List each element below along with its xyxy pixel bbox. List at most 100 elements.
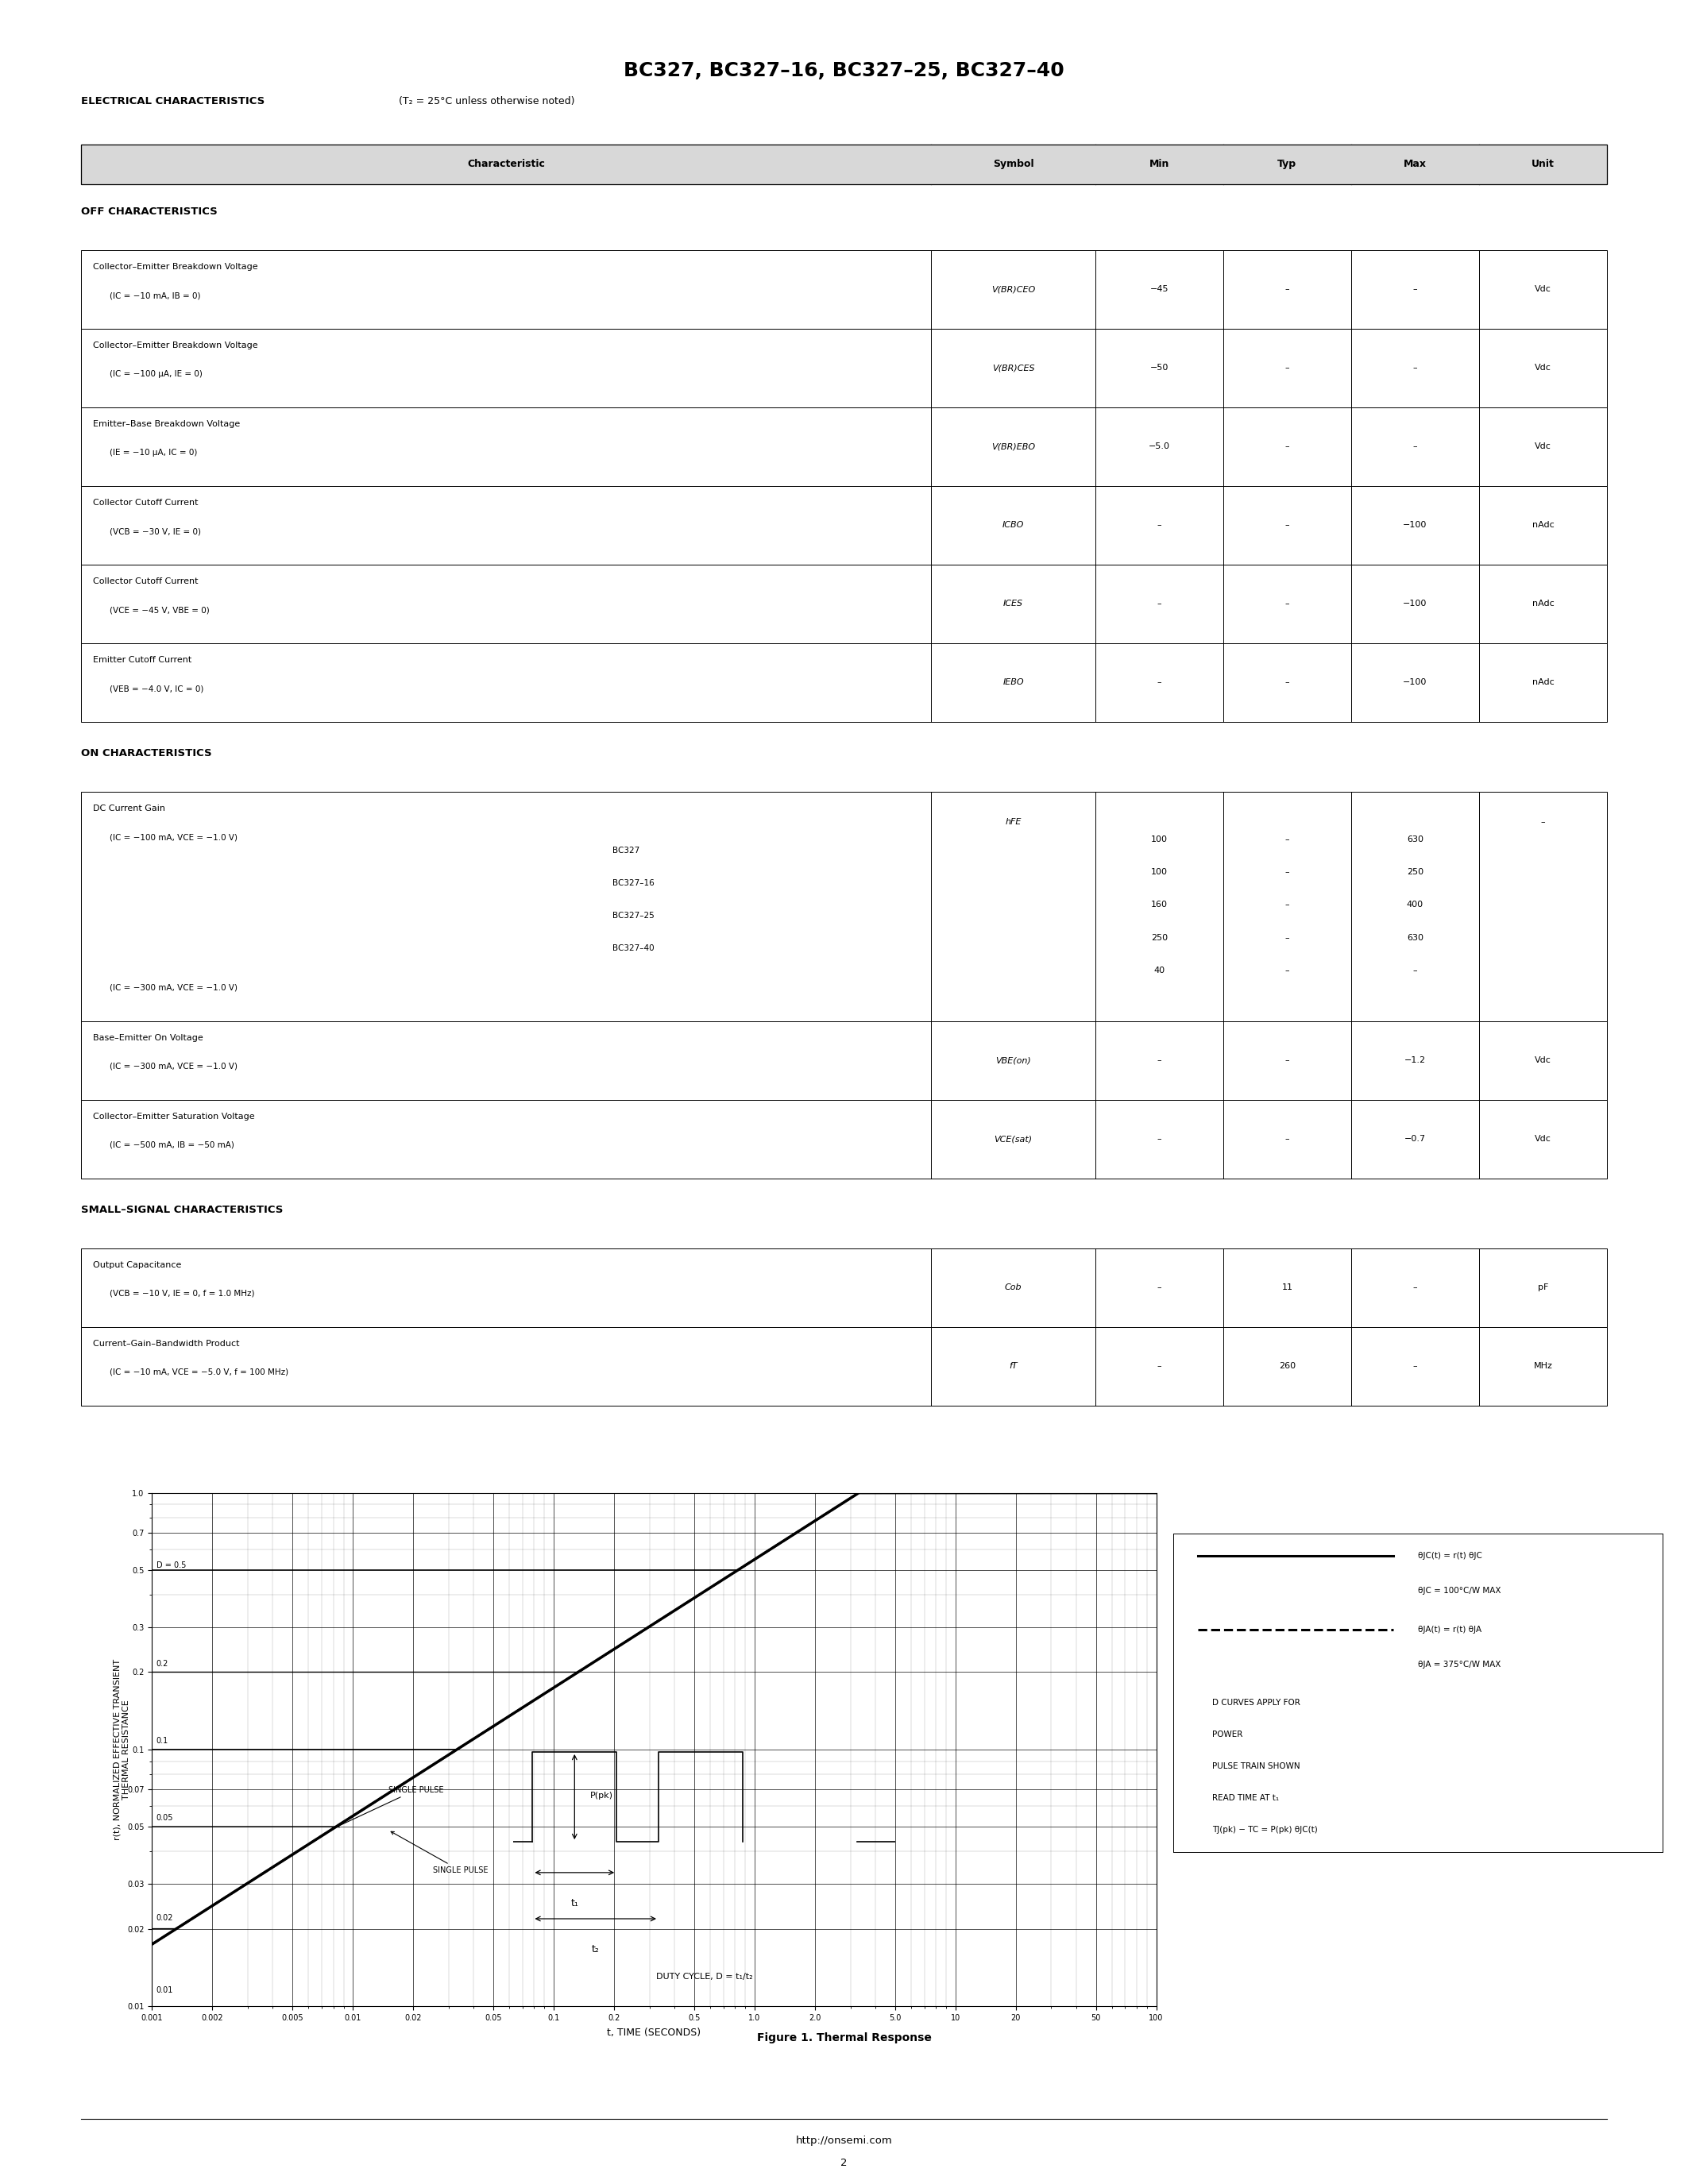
Bar [81, 330, 1607, 408]
Text: SMALL–SIGNAL CHARACTERISTICS: SMALL–SIGNAL CHARACTERISTICS [81, 1206, 284, 1214]
Text: –: – [1156, 1284, 1161, 1291]
Text: V(BR)CES: V(BR)CES [993, 365, 1035, 371]
Text: (IE = −10 μA, IC = 0): (IE = −10 μA, IC = 0) [110, 450, 197, 456]
Text: –: – [1285, 365, 1290, 371]
Text: Vdc: Vdc [1534, 1136, 1551, 1142]
Text: hFE: hFE [1004, 819, 1021, 826]
Text: Output Capacitance: Output Capacitance [93, 1262, 181, 1269]
Text: Collector–Emitter Breakdown Voltage: Collector–Emitter Breakdown Voltage [93, 264, 258, 271]
Text: (IC = −500 mA, IB = −50 mA): (IC = −500 mA, IB = −50 mA) [110, 1142, 235, 1149]
Text: Vdc: Vdc [1534, 286, 1551, 293]
Text: (IC = −100 mA, VCE = −1.0 V): (IC = −100 mA, VCE = −1.0 V) [110, 834, 238, 841]
Text: Collector–Emitter Saturation Voltage: Collector–Emitter Saturation Voltage [93, 1114, 255, 1120]
Text: 260: 260 [1280, 1363, 1295, 1369]
Text: −100: −100 [1403, 679, 1426, 686]
Text: θJC(t) = r(t) θJC: θJC(t) = r(t) θJC [1418, 1553, 1482, 1559]
Text: –: – [1156, 601, 1161, 607]
Text: θJA = 375°C/W MAX: θJA = 375°C/W MAX [1418, 1660, 1501, 1669]
Text: fT: fT [1009, 1363, 1018, 1369]
Text: SINGLE PULSE: SINGLE PULSE [392, 1832, 488, 1874]
Text: 0.02: 0.02 [157, 1913, 174, 1922]
Bar [81, 408, 1607, 487]
Text: pF: pF [1538, 1284, 1548, 1291]
Text: t₂: t₂ [591, 1944, 599, 1955]
Text: (IC = −300 mA, VCE = −1.0 V): (IC = −300 mA, VCE = −1.0 V) [110, 1064, 238, 1070]
Text: V(BR)EBO: V(BR)EBO [991, 443, 1035, 450]
Text: 0.2: 0.2 [157, 1660, 169, 1669]
Text: Vdc: Vdc [1534, 443, 1551, 450]
Text: 0.05: 0.05 [157, 1815, 174, 1821]
Text: Typ: Typ [1278, 159, 1296, 170]
Y-axis label: r(t), NORMALIZED EFFECTIVE TRANSIENT
THERMAL RESISTANCE: r(t), NORMALIZED EFFECTIVE TRANSIENT THE… [113, 1660, 130, 1839]
Text: P(pk): P(pk) [589, 1791, 613, 1800]
Text: θJC = 100°C/W MAX: θJC = 100°C/W MAX [1418, 1588, 1501, 1594]
Text: –: – [1541, 819, 1545, 826]
Text: (IC = −100 μA, IE = 0): (IC = −100 μA, IE = 0) [110, 371, 203, 378]
Text: −100: −100 [1403, 522, 1426, 529]
Text: –: – [1285, 1136, 1290, 1142]
Text: Base–Emitter On Voltage: Base–Emitter On Voltage [93, 1035, 203, 1042]
Text: –: – [1285, 286, 1290, 293]
Text: –: – [1413, 365, 1418, 371]
Text: BC327–16: BC327–16 [613, 880, 655, 887]
Text: t₁: t₁ [571, 1898, 579, 1909]
Text: –: – [1156, 1363, 1161, 1369]
Text: Symbol: Symbol [993, 159, 1033, 170]
Text: –: – [1285, 836, 1290, 843]
Bar [81, 251, 1607, 330]
Text: –: – [1285, 679, 1290, 686]
Text: 40: 40 [1153, 968, 1165, 974]
Text: BC327–25: BC327–25 [613, 913, 655, 919]
Text: (VCE = −45 V, VBE = 0): (VCE = −45 V, VBE = 0) [110, 607, 209, 614]
Text: Collector Cutoff Current: Collector Cutoff Current [93, 579, 197, 585]
Text: –: – [1285, 1057, 1290, 1064]
Bar [81, 644, 1607, 723]
Text: (T₂ = 25°C unless otherwise noted): (T₂ = 25°C unless otherwise noted) [398, 96, 574, 107]
Text: 100: 100 [1151, 869, 1168, 876]
Text: –: – [1285, 935, 1290, 941]
Text: VBE(on): VBE(on) [996, 1057, 1031, 1064]
Text: DC Current Gain: DC Current Gain [93, 806, 165, 812]
Text: ICES: ICES [1003, 601, 1023, 607]
Bar [81, 1328, 1607, 1406]
Text: –: – [1285, 902, 1290, 909]
Text: Characteristic: Characteristic [468, 159, 545, 170]
Text: 630: 630 [1406, 935, 1423, 941]
Text: MHz: MHz [1533, 1363, 1553, 1369]
Text: −1.2: −1.2 [1404, 1057, 1426, 1064]
Text: –: – [1285, 968, 1290, 974]
Bar [81, 1022, 1607, 1101]
Text: Emitter Cutoff Current: Emitter Cutoff Current [93, 657, 191, 664]
Text: −100: −100 [1403, 601, 1426, 607]
Text: VCE(sat): VCE(sat) [994, 1136, 1033, 1142]
Text: Vdc: Vdc [1534, 1057, 1551, 1064]
Text: SINGLE PULSE: SINGLE PULSE [336, 1787, 444, 1828]
Bar [81, 1101, 1607, 1179]
Text: (IC = −300 mA, VCE = −1.0 V): (IC = −300 mA, VCE = −1.0 V) [110, 985, 238, 992]
Text: 160: 160 [1151, 902, 1168, 909]
Text: –: – [1156, 679, 1161, 686]
Text: −0.7: −0.7 [1404, 1136, 1426, 1142]
Text: –: – [1156, 522, 1161, 529]
Text: Collector Cutoff Current: Collector Cutoff Current [93, 500, 197, 507]
Text: Current–Gain–Bandwidth Product: Current–Gain–Bandwidth Product [93, 1341, 240, 1348]
Text: Vdc: Vdc [1534, 365, 1551, 371]
Text: Cob: Cob [1004, 1284, 1021, 1291]
Text: −45: −45 [1150, 286, 1168, 293]
Bar [81, 793, 1607, 1022]
Text: D CURVES APPLY FOR: D CURVES APPLY FOR [1212, 1699, 1300, 1706]
Text: ICBO: ICBO [1003, 522, 1025, 529]
Text: Emitter–Base Breakdown Voltage: Emitter–Base Breakdown Voltage [93, 422, 240, 428]
Text: –: – [1285, 869, 1290, 876]
Text: OFF CHARACTERISTICS: OFF CHARACTERISTICS [81, 207, 218, 216]
Text: Min: Min [1150, 159, 1170, 170]
Text: PULSE TRAIN SHOWN: PULSE TRAIN SHOWN [1212, 1762, 1300, 1769]
Text: Collector–Emitter Breakdown Voltage: Collector–Emitter Breakdown Voltage [93, 343, 258, 349]
Text: READ TIME AT t₁: READ TIME AT t₁ [1212, 1793, 1280, 1802]
Text: TJ(pk) − TC = P(pk) θJC(t): TJ(pk) − TC = P(pk) θJC(t) [1212, 1826, 1318, 1835]
Text: nAdc: nAdc [1533, 522, 1555, 529]
X-axis label: t, TIME (SECONDS): t, TIME (SECONDS) [608, 2027, 701, 2038]
Text: ON CHARACTERISTICS: ON CHARACTERISTICS [81, 749, 211, 758]
Text: –: – [1413, 1363, 1418, 1369]
Text: (VEB = −4.0 V, IC = 0): (VEB = −4.0 V, IC = 0) [110, 686, 204, 692]
